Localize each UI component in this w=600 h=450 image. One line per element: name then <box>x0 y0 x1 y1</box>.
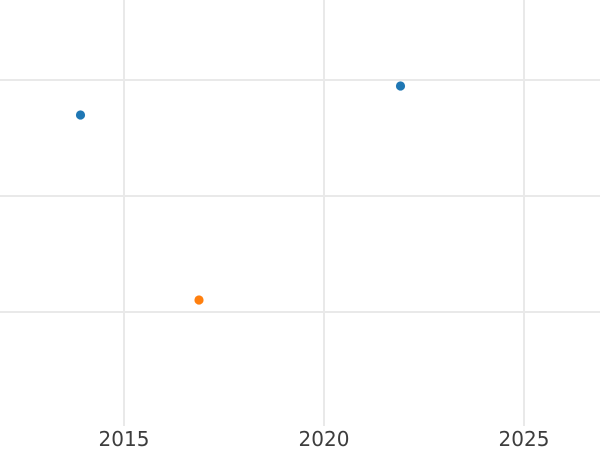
x-tick-label-2020: 2020 <box>298 427 350 450</box>
x-tick-label-2015: 2015 <box>98 427 150 450</box>
data-point-series-blue <box>395 81 406 91</box>
x-tick-label-2025: 2025 <box>498 427 550 450</box>
data-point-series-blue <box>75 110 86 120</box>
data-point-series-orange <box>194 295 204 305</box>
